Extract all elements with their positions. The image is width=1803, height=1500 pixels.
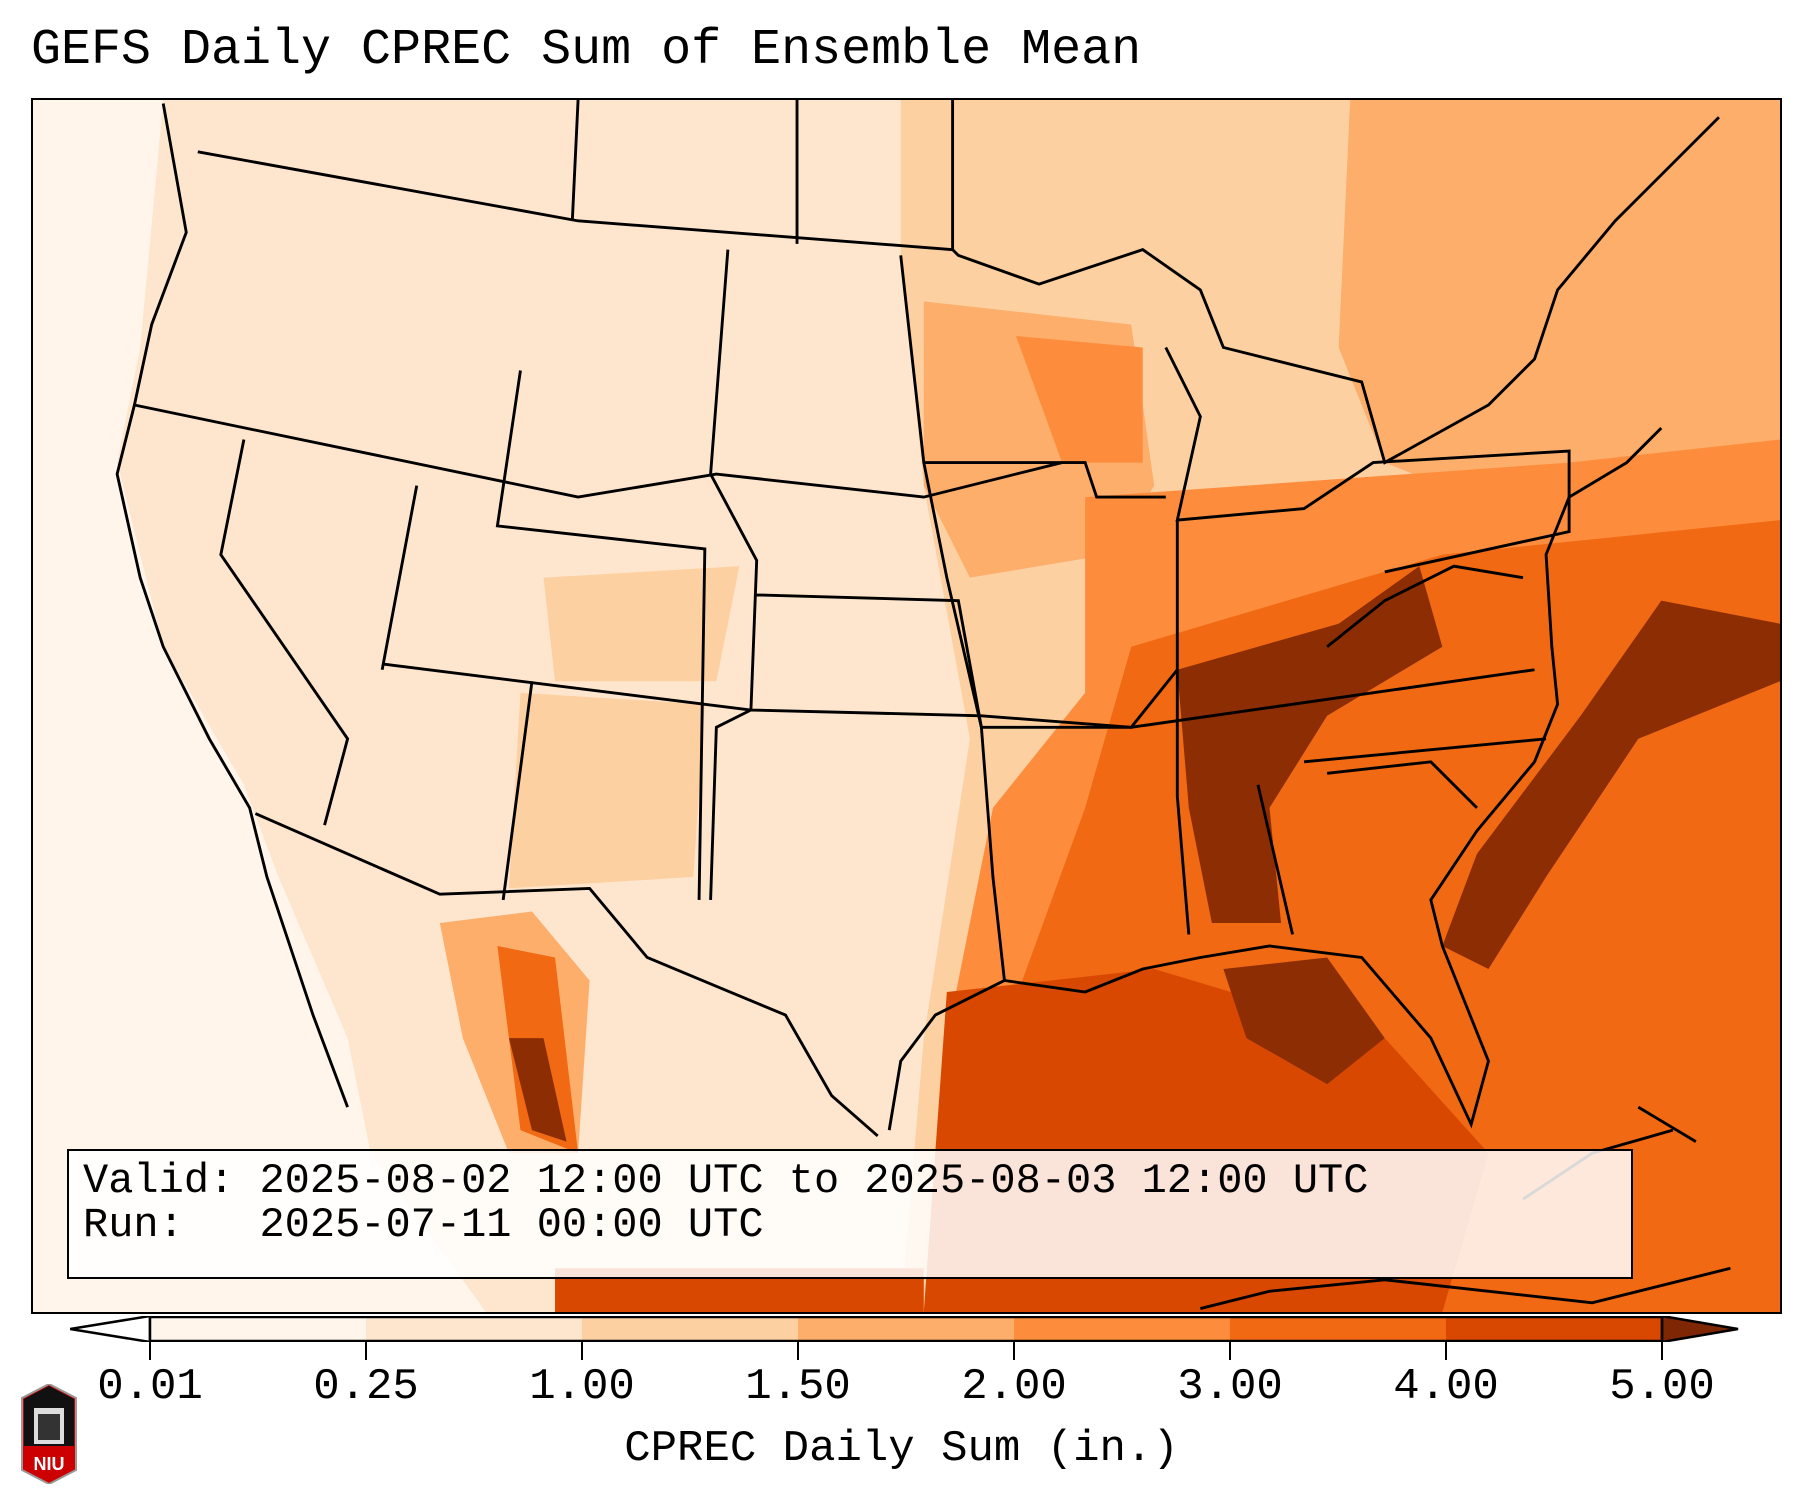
colorbar-tick [1229,1342,1231,1360]
tennessee-alabama-max [1177,566,1443,923]
valid-line: Valid: 2025-08-02 12:00 UTC to 2025-08-0… [83,1159,1617,1203]
colorbar-tick-label: 1.00 [529,1362,635,1412]
colorbar-tick-label: 1.50 [745,1362,851,1412]
run-line: Run: 2025-07-11 00:00 UTC [83,1203,1617,1247]
colorbar-tick [1661,1342,1663,1360]
svg-text:NIU: NIU [34,1454,65,1474]
south-edge-fill [555,1268,924,1312]
coastlines-borders [115,100,1731,1310]
colorbar-label: CPREC Daily Sum (in.) [624,1424,1179,1474]
colorbar-tick [1445,1342,1447,1360]
colorbar-bin [582,1317,799,1341]
colorbar-tick-label: 3.00 [1177,1362,1283,1412]
colorbar-tick-label: 5.00 [1609,1362,1715,1412]
colorbar-bin [798,1317,1015,1341]
colorbar [70,1316,1739,1342]
colorbar-under-extension [70,1316,152,1342]
valid-value: 2025-08-02 12:00 UTC to 2025-08-03 12:00… [259,1157,1369,1205]
colorbar-bin [366,1317,583,1341]
pacific-light [33,100,371,1154]
colorbar-bin [150,1317,367,1341]
colorbar-tick-label: 0.25 [313,1362,419,1412]
colorbar-bin [1014,1317,1231,1341]
colorbar-bin [1446,1317,1663,1341]
map-canvas [33,100,1780,1312]
run-label: Run: [83,1201,184,1249]
colorbar-bin [1230,1317,1447,1341]
colorbar-tick-label: 0.01 [97,1362,203,1412]
northeast-fill [1338,100,1780,532]
valid-label: Valid: [83,1157,235,1205]
wisconsin-fill [1015,335,1143,463]
precip-map [31,98,1782,1314]
colorbar-tick [581,1342,583,1360]
colorbar-tick [365,1342,367,1360]
valid-run-infobox: Valid: 2025-08-02 12:00 UTC to 2025-08-0… [67,1149,1633,1279]
colorbar-bins [150,1317,1663,1341]
rockies-fill [508,566,740,889]
run-value: 2025-07-11 00:00 UTC [259,1201,764,1249]
colorbar-frame [148,1316,1664,1342]
gulf-max [1223,957,1385,1085]
niu-logo: NIU [21,1384,77,1484]
colorbar-tick-label: 2.00 [961,1362,1067,1412]
atlantic-band [1442,600,1780,970]
colorbar-tick-label: 4.00 [1393,1362,1499,1412]
colorbar-tick [797,1342,799,1360]
colorbar-over-extension [1660,1316,1739,1342]
chart-title: GEFS Daily CPREC Sum of Ensemble Mean [31,22,1142,79]
colorbar-tick [149,1342,151,1360]
colorbar-tick [1013,1342,1015,1360]
mexico-max [508,1038,567,1142]
